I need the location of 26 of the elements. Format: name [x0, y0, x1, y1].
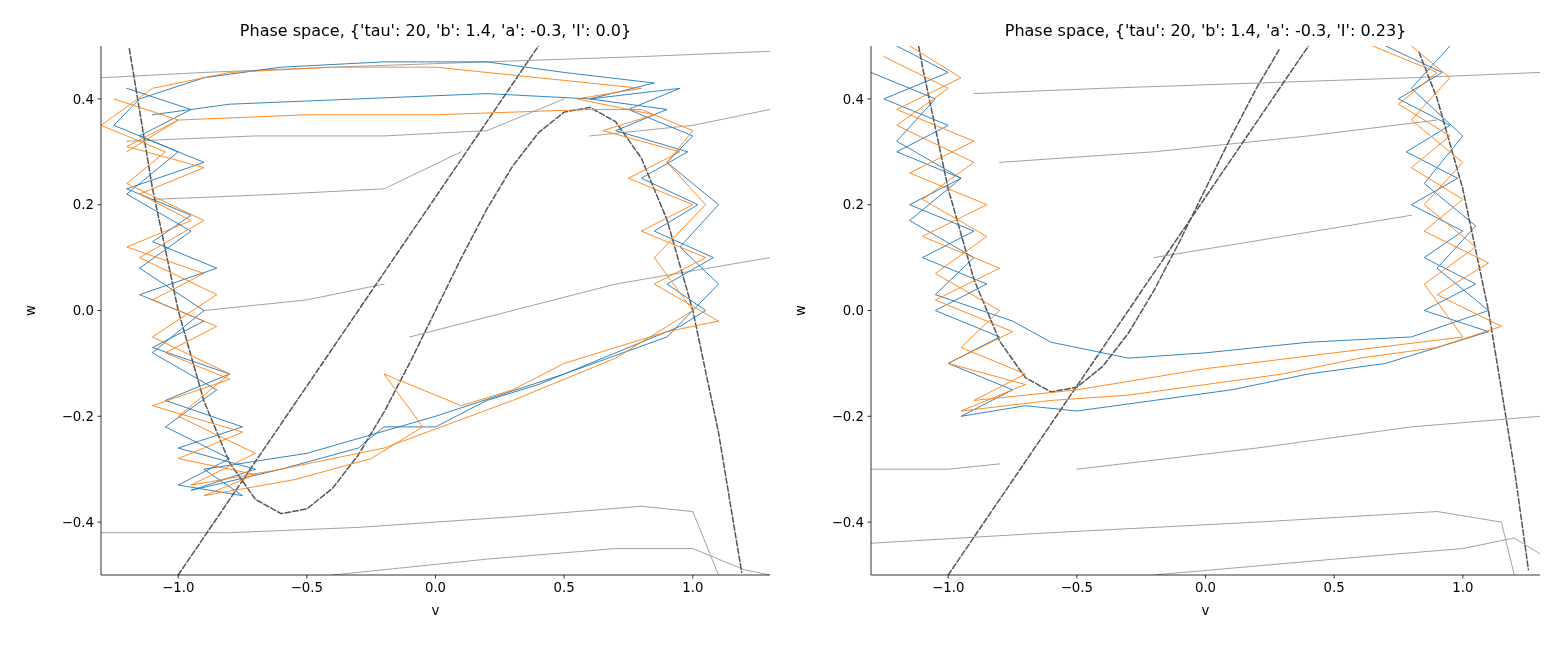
- y-tick-label: 0.2: [842, 197, 864, 213]
- x-tick-label: −0.5: [290, 580, 323, 595]
- x-tick-label: 0.0: [424, 580, 447, 595]
- x-tick-label: −1.0: [932, 580, 965, 595]
- x-axis-title: v: [431, 603, 440, 618]
- x-tick-label: 0.0: [1194, 580, 1217, 595]
- y-axis-title: w: [23, 304, 38, 316]
- chart-title: Phase space, {'tau': 20, 'b': 1.4, 'a': -0.3, 'I': 0.0}: [239, 21, 632, 40]
- y-tick-label: 0.4: [72, 91, 94, 107]
- chart-title: Phase space, {'tau': 20, 'b': 1.4, 'a': -0.3, 'I': 0.23}: [1004, 21, 1407, 40]
- x-axis-title: v: [1201, 603, 1210, 618]
- x-tick-label: −0.5: [1060, 580, 1093, 595]
- x-tick-label: 1.0: [682, 580, 704, 595]
- y-tick-label: 0.4: [842, 91, 864, 107]
- y-tick-label: −0.4: [831, 514, 864, 530]
- y-tick-label: 0.0: [72, 303, 94, 319]
- y-tick-label: 0.2: [72, 197, 94, 213]
- y-tick-label: −0.4: [61, 514, 94, 530]
- y-axis-title: w: [793, 304, 808, 316]
- x-tick-label: −1.0: [162, 580, 195, 595]
- x-tick-label: 1.0: [1452, 580, 1474, 595]
- x-tick-label: 0.5: [1323, 580, 1345, 595]
- y-tick-label: −0.2: [61, 408, 94, 424]
- y-tick-label: −0.2: [831, 408, 864, 424]
- x-tick-label: 0.5: [553, 580, 575, 595]
- y-tick-label: 0.0: [842, 303, 864, 319]
